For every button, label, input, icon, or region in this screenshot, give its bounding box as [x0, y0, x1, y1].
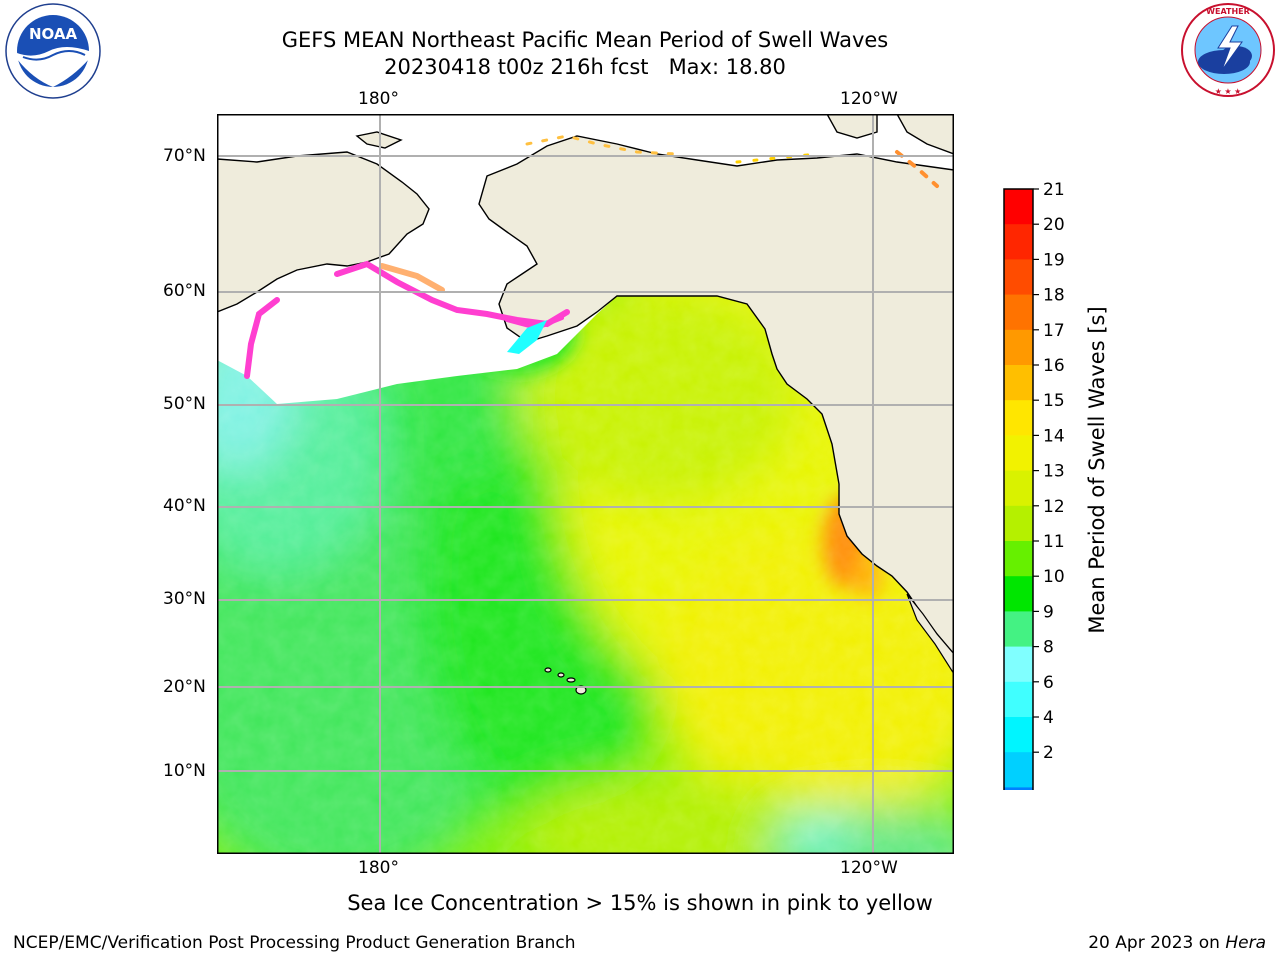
colorbar-tick-label: 10	[1043, 567, 1065, 587]
colorbar-tick-label: 14	[1043, 426, 1065, 446]
lon-label-bottom-120w: 120°W	[840, 858, 898, 878]
colorbar-tick-label: 11	[1043, 532, 1065, 552]
colorbar-tick-label: 8	[1043, 638, 1054, 658]
colorbar-segment	[1004, 294, 1033, 331]
colorbar-segment	[1004, 717, 1033, 753]
colorbar-tick-label: 4	[1043, 708, 1054, 728]
footer-date: 20 Apr 2023 on	[1088, 933, 1226, 953]
colorbar-tick-label: 21	[1043, 180, 1065, 200]
colorbar-segment	[1004, 470, 1033, 507]
colorbar-segment	[1004, 541, 1033, 577]
colorbar-segment	[1004, 752, 1033, 788]
colorbar-segment	[1004, 259, 1033, 296]
colorbar-tick-label: 12	[1043, 497, 1065, 517]
colorbar-tick-label: 15	[1043, 391, 1065, 411]
colorbar-segment	[1004, 646, 1033, 683]
colorbar-segment	[1004, 435, 1033, 472]
colorbar-tick-label: 18	[1043, 286, 1065, 306]
lat-label-60n: 60°N	[163, 281, 206, 301]
colorbar-tick-label: 19	[1043, 250, 1065, 270]
footer-host: Hera	[1225, 933, 1266, 953]
lat-label-20n: 20°N	[163, 677, 206, 697]
footer-left: NCEP/EMC/Verification Post Processing Pr…	[13, 933, 576, 953]
colorbar-tick-label: 2	[1043, 743, 1054, 763]
colorbar-segment	[1004, 505, 1033, 542]
lon-label-top-180: 180°	[358, 89, 399, 109]
lon-label-bottom-180: 180°	[358, 858, 399, 878]
colorbar-tick-label: 17	[1043, 321, 1065, 341]
lat-label-70n: 70°N	[163, 146, 206, 166]
noaa-logo-text: NOAA	[29, 25, 78, 43]
lat-label-40n: 40°N	[163, 496, 206, 516]
map-panel	[217, 114, 954, 854]
colorbar-segment	[1004, 611, 1033, 648]
nws-logo: WEATHER ★ ★ ★	[1181, 3, 1275, 97]
colorbar-segment	[1004, 365, 1033, 401]
colorbar-tick-label: 20	[1043, 215, 1065, 235]
colorbar-tick-label: 13	[1043, 462, 1065, 482]
map-title-line1: GEFS MEAN Northeast Pacific Mean Period …	[281, 28, 889, 52]
svg-text:WEATHER: WEATHER	[1206, 7, 1250, 16]
colorbar-tick-label: 9	[1043, 602, 1054, 622]
colorbar-segment	[1004, 400, 1033, 436]
colorbar-segment	[1004, 329, 1033, 366]
colorbar-tick-label: 16	[1043, 356, 1065, 376]
svg-text:★ ★ ★: ★ ★ ★	[1215, 87, 1242, 96]
lat-label-50n: 50°N	[163, 394, 206, 414]
colorbar-tick-label: 6	[1043, 673, 1054, 693]
colorbar-segment	[1004, 787, 1033, 790]
map-title-line2: 20230418 t00z 216h fcst Max: 18.80	[384, 55, 786, 79]
colorbar: 21 20 19 18 17 16 15 14 13 12 11 10 9 8 6 4 2	[1003, 180, 1065, 790]
sea-ice-note: Sea Ice Concentration > 15% is shown in …	[347, 891, 933, 915]
colorbar-segment	[1004, 224, 1033, 260]
colorbar-label: Mean Period of Swell Waves [s]	[1085, 306, 1109, 634]
lat-label-10n: 10°N	[163, 761, 206, 781]
lat-label-30n: 30°N	[163, 589, 206, 609]
colorbar-segment	[1004, 189, 1033, 225]
colorbar-segment	[1004, 681, 1033, 718]
noaa-logo: NOAA	[5, 3, 101, 99]
lon-label-top-120w: 120°W	[840, 89, 898, 109]
colorbar-segment	[1004, 576, 1033, 612]
footer-right: 20 Apr 2023 on Hera	[1088, 933, 1266, 953]
